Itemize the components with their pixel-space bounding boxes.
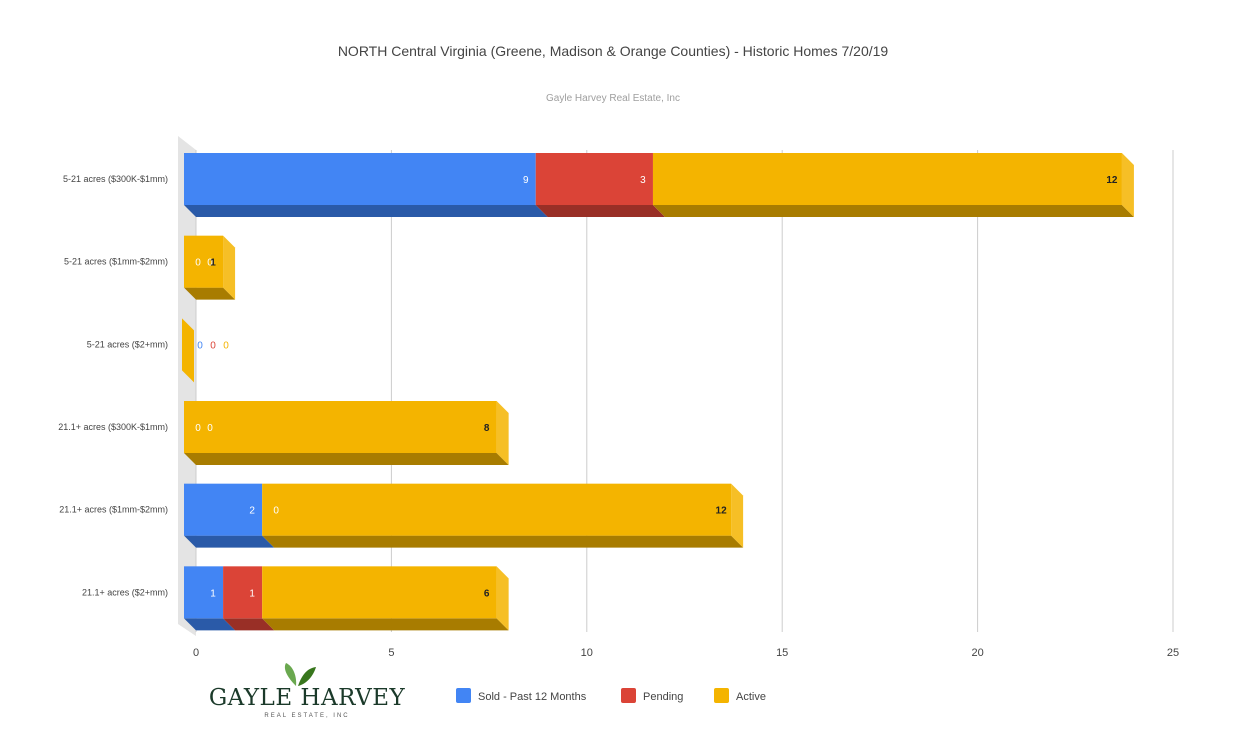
bar-segment (535, 153, 653, 205)
bar-end-face (223, 235, 236, 300)
x-tick-label: 15 (776, 647, 788, 659)
x-tick-label: 0 (193, 647, 199, 659)
data-label: 1 (249, 588, 255, 599)
category-label: 5-21 acres ($2+mm) (87, 339, 168, 349)
legend: Sold - Past 12 Months Pending Active (456, 688, 766, 703)
company-logo: GAYLE HARVEY REAL ESTATE, INC (209, 663, 406, 719)
data-label: 0 (223, 340, 229, 351)
bar-end-face (1121, 153, 1134, 217)
data-label: 0 (197, 340, 203, 351)
legend-swatch (456, 688, 471, 703)
bar-empty-sliver (182, 318, 194, 383)
bar-segment (184, 566, 224, 619)
bar-segment (262, 483, 732, 536)
bar-bottom-face (652, 205, 1134, 217)
data-labels: 9 3 120 010 0 00 0 82 0 121 1 6 (195, 175, 1118, 599)
bar-bottom-face (223, 618, 275, 631)
data-label: 8 (484, 423, 490, 434)
bar-bottom-face (184, 618, 236, 631)
x-tick-label: 10 (581, 647, 593, 659)
bar-bottom-face (184, 453, 509, 465)
category-axis: 5-21 acres ($300K-$1mm) 5-21 acres ($1mm-… (58, 174, 168, 597)
gridlines (195, 150, 1174, 632)
category-label: 5-21 acres ($300K-$1mm) (63, 174, 168, 184)
data-label: 1 (210, 588, 216, 599)
bar-segment (184, 235, 224, 288)
data-label: 3 (640, 175, 646, 186)
data-label: 0 (195, 423, 201, 434)
data-label: 0 (207, 258, 213, 269)
bar-segment (262, 566, 497, 619)
leaf-icon (284, 663, 316, 686)
bars (182, 153, 1134, 631)
legend-swatch (621, 688, 636, 703)
x-tick-label: 20 (971, 647, 983, 659)
data-label: 0 (273, 506, 279, 517)
category-label: 21.1+ acres ($1mm-$2mm) (59, 505, 168, 515)
data-label: 12 (716, 506, 728, 517)
x-tick-label: 5 (388, 647, 394, 659)
bar-segment (223, 566, 263, 619)
data-label: 0 (210, 340, 216, 351)
bar-end-face (496, 401, 509, 465)
bar-end-face (731, 483, 744, 548)
data-label: 9 (523, 175, 529, 186)
category-label: 21.1+ acres ($2+mm) (82, 587, 168, 597)
bar-bottom-face (184, 535, 275, 548)
bar-bottom-face (262, 535, 744, 548)
x-tick-label: 25 (1167, 647, 1179, 659)
legend-label: Pending (643, 691, 683, 703)
legend-label: Sold - Past 12 Months (478, 691, 587, 703)
category-label: 5-21 acres ($1mm-$2mm) (64, 257, 168, 267)
logo-name: GAYLE HARVEY (209, 685, 406, 711)
data-label: 6 (484, 588, 490, 599)
bar-segment (184, 483, 263, 536)
logo-tagline: REAL ESTATE, INC (264, 713, 349, 719)
bar-end-face (496, 566, 509, 631)
bar-segment (652, 153, 1122, 205)
bar-bottom-face (262, 618, 509, 631)
bar-bottom-face (535, 205, 665, 217)
legend-swatch (714, 688, 729, 703)
data-label: 1 (210, 258, 216, 269)
chart-subtitle: Gayle Harvey Real Estate, Inc (546, 93, 680, 104)
data-label: 12 (1106, 175, 1118, 186)
bar-bottom-face (184, 287, 236, 300)
chart-title: NORTH Central Virginia (Greene, Madison … (338, 43, 889, 59)
bar-segment (184, 153, 536, 205)
category-label: 21.1+ acres ($300K-$1mm) (58, 422, 168, 432)
legend-label: Active (736, 691, 766, 703)
x-axis-ticks: 0 5 10 15 20 25 (193, 647, 1179, 659)
data-label: 0 (195, 258, 201, 269)
bar-segment (184, 401, 497, 453)
data-label: 0 (207, 423, 213, 434)
bar-bottom-face (184, 205, 548, 217)
data-label: 2 (249, 506, 255, 517)
